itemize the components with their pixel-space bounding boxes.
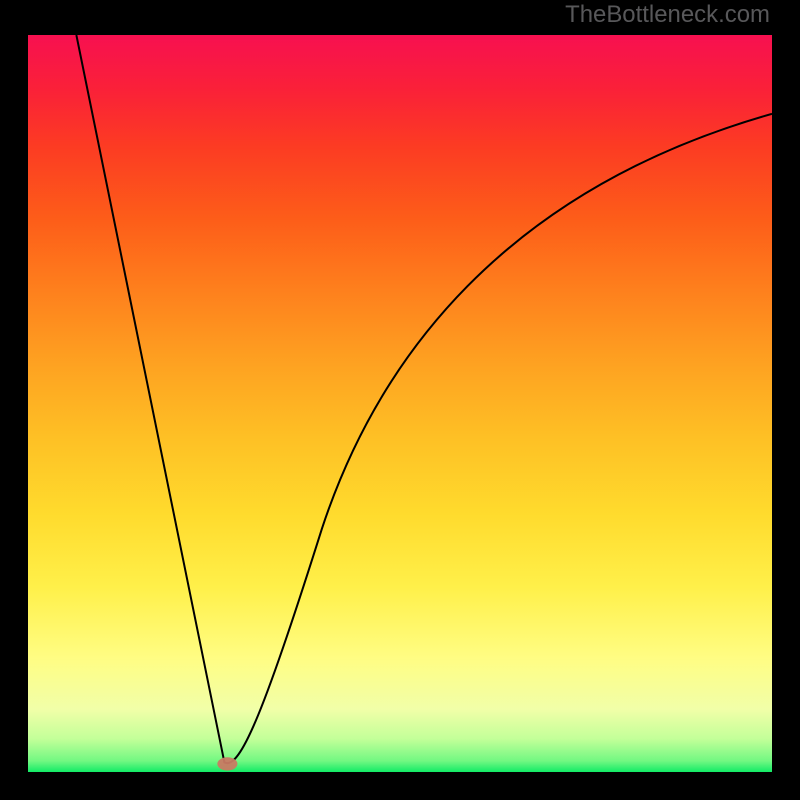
optimal-point-marker (217, 757, 237, 770)
chart-stage: TheBottleneck.com (0, 0, 800, 800)
chart-background-gradient (28, 35, 772, 772)
bottleneck-chart: TheBottleneck.com (0, 0, 800, 800)
watermark-text: TheBottleneck.com (565, 1, 770, 28)
